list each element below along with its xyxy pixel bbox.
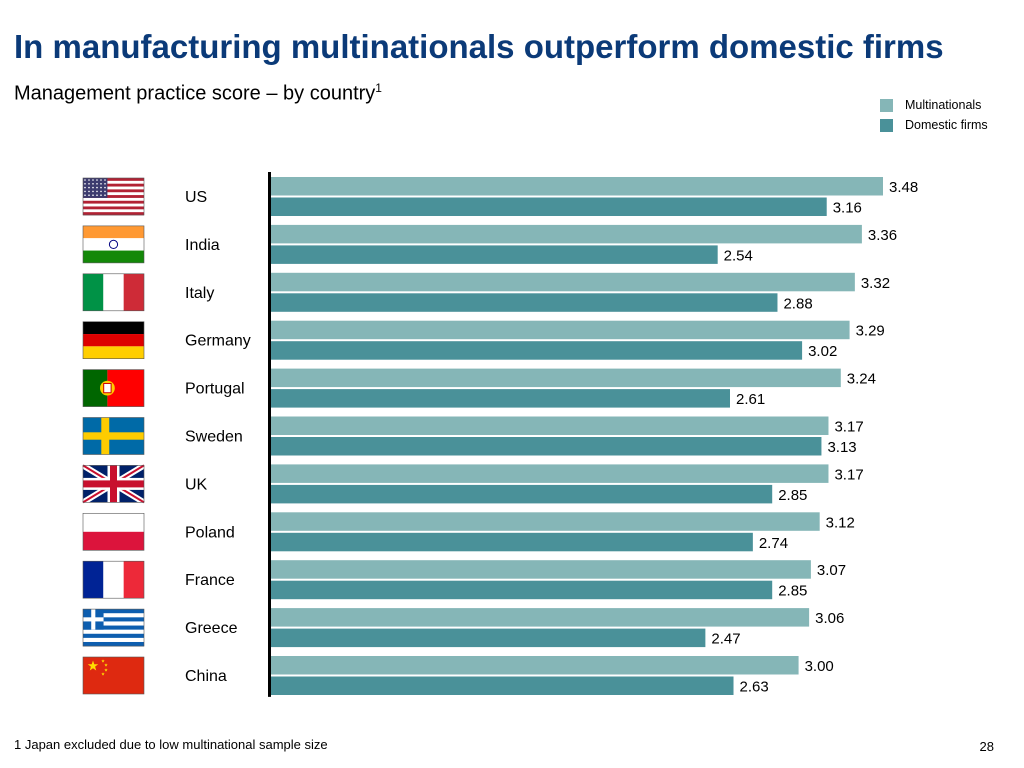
bar-multinationals-france [271, 560, 811, 579]
bar-domestic-firms-portugal [271, 389, 730, 408]
data-label-multinationals: 3.32 [861, 275, 890, 292]
chart-row-sweden: Sweden 3.17 3.13 [82, 416, 864, 456]
data-label-domestic-firms: 3.16 [833, 200, 862, 217]
chart-row-germany: Germany 3.29 3.02 [82, 320, 885, 360]
greece-flag [82, 608, 145, 647]
poland-flag [82, 512, 145, 551]
portugal-flag [82, 369, 145, 407]
footnote: 1 Japan excluded due to low multinationa… [14, 737, 328, 752]
bar-domestic-firms-greece [271, 628, 706, 648]
bar-domestic-firms-france [271, 580, 773, 600]
bar-domestic-firms-sweden [271, 437, 822, 456]
bar-domestic-firms-us [271, 197, 827, 216]
category-label: India [185, 237, 220, 254]
category-label: Germany [185, 333, 251, 350]
data-label-domestic-firms: 2.63 [740, 679, 769, 696]
bar-multinationals-germany [271, 320, 850, 340]
data-label-domestic-firms: 3.02 [808, 343, 837, 360]
chart-row-portugal: Portugal 3.24 2.61 [82, 368, 876, 408]
data-label-multinationals: 3.12 [826, 514, 855, 531]
bar-multinationals-sweden [271, 416, 829, 435]
bar-domestic-firms-india [271, 245, 718, 264]
data-label-multinationals: 3.00 [805, 658, 834, 675]
subtitle-text: Management practice score – by country [14, 82, 376, 105]
data-label-multinationals: 3.07 [817, 562, 846, 579]
page-number: 28 [979, 739, 994, 754]
bar-multinationals-india [271, 224, 862, 244]
france-flag [82, 560, 145, 599]
category-label: Portugal [185, 381, 245, 398]
category-label: Greece [185, 620, 238, 637]
data-label-domestic-firms: 2.47 [711, 631, 740, 648]
bar-multinationals-uk [271, 464, 829, 483]
page-subtitle: Management practice score – by country1 [14, 81, 382, 106]
chart-row-us: US 3.48 3.16 [82, 177, 918, 217]
bar-domestic-firms-uk [271, 484, 773, 504]
legend-label-multinationals: Multinationals [905, 98, 982, 112]
data-label-domestic-firms: 2.74 [759, 535, 788, 552]
page-title: In manufacturing multinationals outperfo… [14, 28, 944, 65]
legend-swatch-domestic [880, 118, 893, 132]
legend-item-domestic: Domestic firms [880, 115, 988, 135]
data-label-multinationals: 3.36 [868, 227, 897, 244]
data-label-multinationals: 3.17 [834, 419, 863, 436]
bar-domestic-firms-germany [271, 341, 803, 360]
category-label: France [185, 572, 235, 589]
category-label: Italy [185, 285, 214, 302]
chart-row-poland: Poland 3.12 2.74 [82, 512, 855, 552]
category-label: Sweden [185, 429, 243, 446]
category-label: China [185, 668, 227, 685]
data-label-multinationals: 3.24 [847, 371, 876, 388]
italy-flag [82, 273, 145, 312]
bar-multinationals-italy [271, 272, 855, 292]
chart-row-france: France 3.07 2.85 [82, 560, 846, 600]
chart-row-greece: Greece 3.06 2.47 [82, 608, 844, 648]
bar-multinationals-greece [271, 608, 810, 627]
sweden-flag [82, 417, 145, 455]
india-flag [82, 225, 145, 264]
data-label-multinationals: 3.17 [834, 466, 863, 483]
footnote-marker: 1 [375, 81, 382, 95]
bar-domestic-firms-poland [271, 532, 753, 552]
category-label: UK [185, 476, 208, 493]
chart-row-china: China 3.00 2.63 [82, 656, 834, 696]
chart-legend: Multinationals Domestic firms [880, 95, 988, 135]
chart-row-india: India 3.36 2.54 [82, 224, 897, 264]
china-flag [82, 656, 145, 695]
data-label-domestic-firms: 2.85 [778, 583, 807, 600]
category-label: US [185, 189, 207, 206]
category-label: Poland [185, 524, 235, 541]
bar-multinationals-china [271, 656, 799, 675]
legend-item-multinationals: Multinationals [880, 95, 988, 115]
data-label-multinationals: 3.06 [815, 610, 844, 627]
bar-domestic-firms-china [271, 676, 734, 695]
data-label-domestic-firms: 2.88 [783, 295, 812, 312]
bar-domestic-firms-italy [271, 293, 778, 312]
us-flag [82, 177, 145, 216]
germany-flag [82, 321, 145, 360]
data-label-domestic-firms: 2.54 [724, 247, 753, 264]
data-label-multinationals: 3.29 [856, 323, 885, 340]
chart-row-italy: Italy 3.32 2.88 [82, 272, 890, 312]
data-label-multinationals: 3.48 [889, 179, 918, 196]
data-label-domestic-firms: 3.13 [827, 439, 856, 456]
chart-row-uk: UK 3.17 2.85 [81, 462, 864, 505]
data-label-domestic-firms: 2.61 [736, 391, 765, 408]
legend-label-domestic: Domestic firms [905, 118, 988, 132]
bar-multinationals-poland [271, 512, 820, 531]
uk-flag [81, 462, 146, 505]
legend-swatch-multinationals [880, 98, 893, 112]
bar-multinationals-us [271, 177, 883, 196]
data-label-domestic-firms: 2.85 [778, 487, 807, 504]
bar-multinationals-portugal [271, 368, 841, 388]
